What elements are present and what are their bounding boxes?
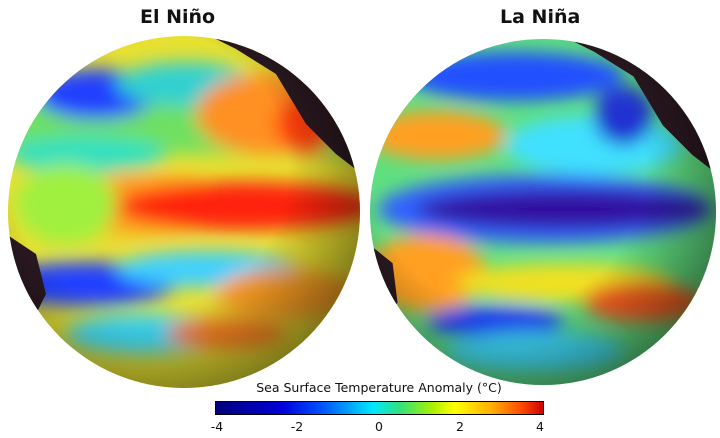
- colorbar-tick: -2: [290, 419, 304, 434]
- el-nino-title: El Niño: [140, 6, 216, 28]
- colorbar-tick: -4: [210, 419, 224, 434]
- la-nina-globe: [369, 38, 717, 386]
- colorbar-tick: 4: [536, 419, 544, 434]
- colorbar: [215, 401, 544, 415]
- colorbar-title: Sea Surface Temperature Anomaly (°C): [256, 380, 502, 395]
- colorbar-tick: 0: [375, 419, 383, 434]
- colorbar-tick: 2: [456, 419, 464, 434]
- el-nino-globe: [8, 36, 360, 388]
- la-nina-title: La Niña: [500, 6, 581, 28]
